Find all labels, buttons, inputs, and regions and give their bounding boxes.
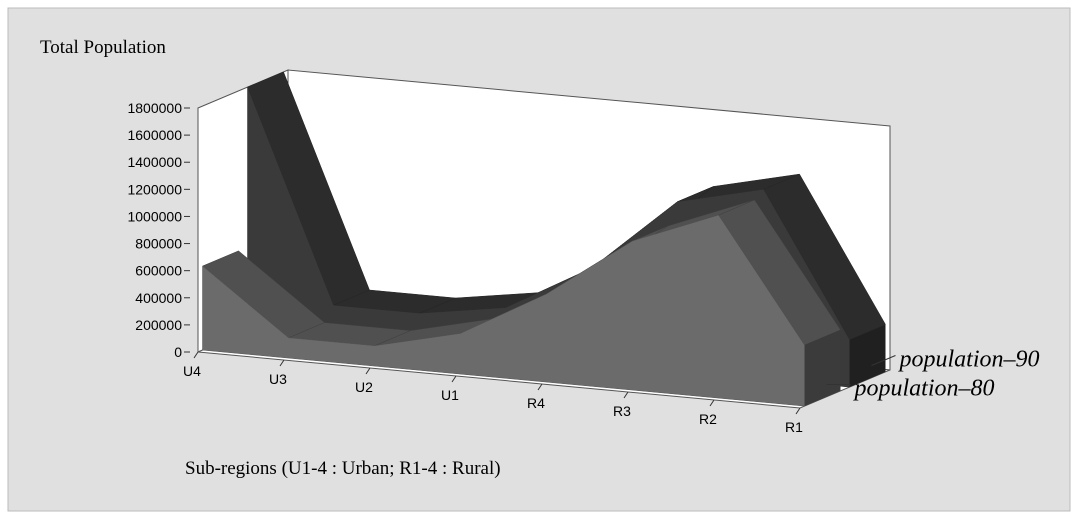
x-tick-label: U3 (269, 371, 287, 387)
x-tick (623, 391, 629, 399)
x-tick (451, 375, 457, 383)
y-tick-label: 1600000 (127, 127, 182, 143)
y-tick-label: 1800000 (127, 100, 182, 116)
y-tick-label: 1200000 (127, 181, 182, 197)
area-side (804, 329, 841, 407)
x-tick (279, 359, 285, 367)
y-tick-label: 800000 (135, 236, 182, 252)
y-tick-label: 200000 (135, 317, 182, 333)
x-tick-label: R4 (527, 395, 545, 411)
x-tick-label: R3 (613, 403, 631, 419)
x-tick (365, 367, 371, 375)
y-tick-label: 400000 (135, 290, 182, 306)
x-tick-label: R1 (785, 419, 803, 435)
area-side (849, 324, 886, 388)
area (202, 214, 805, 407)
x-tick-label: U1 (441, 387, 459, 403)
x-tick (709, 399, 715, 407)
x-tick-label: U2 (355, 379, 373, 395)
y-tick-label: 1000000 (127, 208, 182, 224)
y-tick-label: 0 (174, 344, 182, 360)
y-tick-label: 600000 (135, 263, 182, 279)
y-tick-label: 1400000 (127, 154, 182, 170)
legend-leader (871, 355, 896, 366)
x-tick (537, 383, 543, 391)
x-tick (193, 351, 199, 359)
x-tick-label: U4 (183, 363, 201, 379)
legend-label: population–80 (853, 376, 995, 402)
legend-label: population–90 (898, 347, 1040, 373)
x-axis-title: Sub-regions (U1-4 : Urban; R1-4 : Rural) (185, 458, 501, 479)
x-tick-label: R2 (699, 411, 717, 427)
x-tick (795, 407, 801, 415)
y-axis-title: Total Population (40, 37, 166, 58)
